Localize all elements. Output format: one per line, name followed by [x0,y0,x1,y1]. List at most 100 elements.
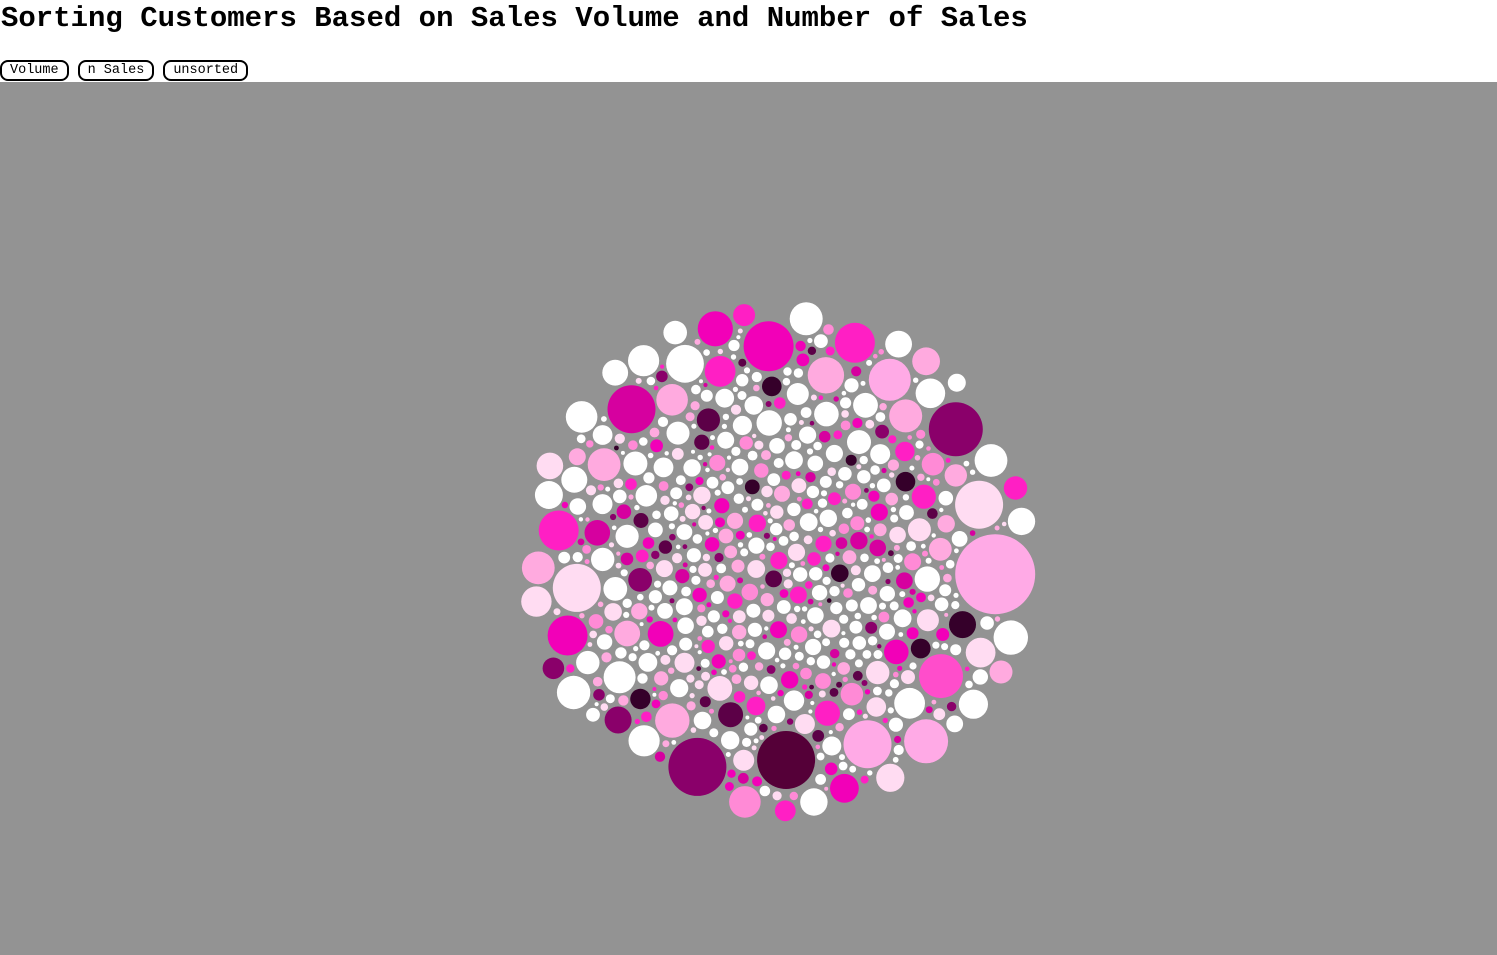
customer-bubble[interactable] [667,645,678,656]
customer-bubble[interactable] [648,604,655,611]
customer-bubble[interactable] [852,670,863,681]
customer-bubble[interactable] [794,714,815,734]
customer-bubble[interactable] [774,800,796,822]
customer-bubble[interactable] [912,347,940,376]
customer-bubble[interactable] [907,435,912,440]
customer-bubble[interactable] [728,339,740,352]
customer-bubble[interactable] [815,774,826,785]
customer-bubble[interactable] [754,463,769,478]
customer-bubble[interactable] [907,518,931,542]
customer-bubble[interactable] [670,487,683,500]
customer-bubble[interactable] [955,534,1036,615]
customer-bubble[interactable] [714,498,730,514]
customer-bubble[interactable] [919,654,963,699]
customer-bubble[interactable] [747,622,763,637]
customer-bubble[interactable] [878,349,884,355]
customer-bubble[interactable] [663,506,679,521]
customer-bubble[interactable] [807,598,814,605]
customer-bubble[interactable] [772,537,777,541]
customer-bubble[interactable] [765,401,772,407]
customer-bubble[interactable] [657,603,673,619]
customer-bubble[interactable] [605,486,611,492]
customer-bubble[interactable] [879,403,887,411]
customer-bubble[interactable] [743,367,751,374]
customer-bubble[interactable] [810,700,815,706]
customer-bubble[interactable] [895,441,915,462]
customer-bubble[interactable] [592,676,603,687]
customer-bubble[interactable] [577,538,585,546]
customer-bubble[interactable] [841,410,849,418]
customer-bubble[interactable] [683,459,701,477]
customer-bubble[interactable] [814,700,841,726]
customer-bubble[interactable] [718,702,744,728]
customer-bubble[interactable] [827,492,841,506]
customer-bubble[interactable] [911,484,936,509]
customer-bubble[interactable] [793,567,808,582]
customer-bubble[interactable] [820,490,828,497]
customer-bubble[interactable] [1003,476,1028,500]
customer-bubble[interactable] [814,334,828,348]
customer-bubble[interactable] [752,776,763,787]
customer-bubble[interactable] [759,735,765,740]
customer-bubble[interactable] [767,518,773,524]
customer-bubble[interactable] [786,383,809,405]
customer-bubble[interactable] [1001,521,1007,527]
customer-bubble[interactable] [719,474,726,481]
customer-bubble[interactable] [831,671,836,677]
customer-bubble[interactable] [864,526,870,533]
customer-bubble[interactable] [538,510,579,551]
customer-bubble[interactable] [668,523,676,530]
customer-bubble[interactable] [596,634,613,650]
customer-bubble[interactable] [830,648,840,659]
customer-bubble[interactable] [866,359,873,366]
customer-bubble[interactable] [713,574,719,580]
customer-bubble[interactable] [994,525,1000,531]
customer-bubble[interactable] [947,373,966,392]
customer-bubble[interactable] [718,528,734,544]
customer-bubble[interactable] [585,485,597,496]
customer-bubble[interactable] [675,475,686,486]
customer-bubble[interactable] [815,535,832,552]
customer-bubble[interactable] [669,598,675,604]
customer-bubble[interactable] [946,701,957,712]
customer-bubble[interactable] [641,711,652,723]
customer-bubble[interactable] [601,652,612,663]
customer-bubble[interactable] [927,508,938,519]
customer-bubble[interactable] [725,467,731,473]
customer-bubble[interactable] [936,628,950,641]
customer-bubble[interactable] [831,564,849,583]
customer-bubble[interactable] [727,769,736,778]
customer-bubble[interactable] [800,667,812,680]
customer-bubble[interactable] [770,522,783,536]
customer-bubble[interactable] [762,609,775,622]
customer-bubble[interactable] [597,484,604,491]
customer-bubble[interactable] [633,513,649,528]
customer-bubble[interactable] [702,625,714,638]
customer-bubble[interactable] [939,584,952,597]
customer-bubble[interactable] [653,385,659,391]
customer-bubble[interactable] [788,562,795,569]
customer-bubble[interactable] [964,666,970,672]
customer-bubble[interactable] [717,431,735,449]
customer-bubble[interactable] [812,730,825,742]
customer-bubble[interactable] [733,749,755,771]
customer-bubble[interactable] [800,561,806,566]
customer-bubble[interactable] [681,586,691,597]
customer-bubble[interactable] [931,533,936,538]
customer-bubble[interactable] [691,575,701,585]
customer-bubble[interactable] [901,670,915,685]
customer-bubble[interactable] [870,465,880,475]
customer-bubble[interactable] [815,744,821,750]
customer-bubble[interactable] [773,458,784,468]
customer-bubble[interactable] [576,650,600,675]
customer-bubble[interactable] [786,718,794,725]
customer-bubble[interactable] [806,657,815,666]
customer-bubble[interactable] [834,322,875,363]
customer-bubble[interactable] [646,616,653,623]
customer-bubble[interactable] [748,514,766,532]
customer-bubble[interactable] [615,647,627,659]
customer-bubble[interactable] [802,684,808,690]
customer-bubble[interactable] [694,338,701,345]
customer-bubble[interactable] [674,652,695,673]
customer-bubble[interactable] [726,512,744,529]
